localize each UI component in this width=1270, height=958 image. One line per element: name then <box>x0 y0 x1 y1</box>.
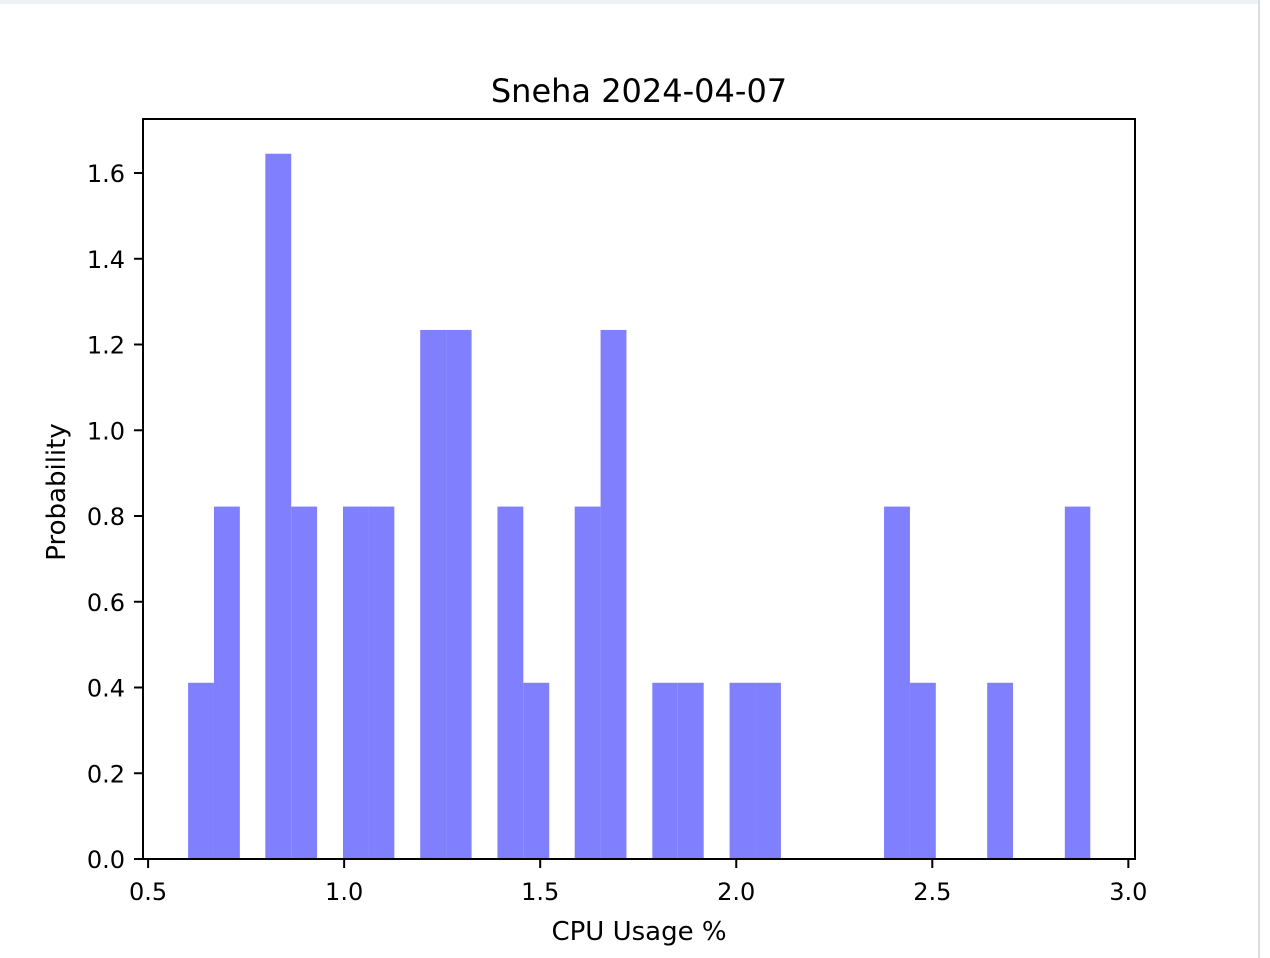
histogram-bar-15 <box>574 506 601 859</box>
histogram-bar-18 <box>652 682 678 859</box>
histogram-bar-28 <box>909 682 936 859</box>
x-tick-label-1: 1.0 <box>325 878 363 906</box>
histogram-bar-3 <box>265 153 292 860</box>
histogram-bar-12 <box>497 506 524 859</box>
x-tick-label-0: 0.5 <box>129 878 167 906</box>
chart-title: Sneha 2024-04-07 <box>491 72 787 110</box>
window-scrollbar-edge <box>1258 0 1270 958</box>
y-tick-label-7: 1.4 <box>87 246 125 274</box>
histogram-bar-21 <box>729 682 756 859</box>
y-tick-label-0: 0.0 <box>87 846 125 874</box>
y-tick-label-5: 1.0 <box>87 417 125 445</box>
histogram-bar-19 <box>677 682 704 859</box>
histogram-bar-1 <box>213 506 240 859</box>
histogram-bar-13 <box>523 682 550 859</box>
histogram-bar-27 <box>884 506 910 859</box>
histogram-bar-16 <box>600 329 627 859</box>
histogram-bar-4 <box>291 506 318 859</box>
x-tick-label-4: 2.5 <box>913 878 951 906</box>
histogram-bar-10 <box>446 329 472 859</box>
y-axis-ticks: 0.0 0.2 0.4 0.6 0.8 1.0 1.2 1.4 1.6 <box>87 160 143 874</box>
y-tick-label-8: 1.6 <box>87 160 125 188</box>
window-top-strip <box>0 0 1270 4</box>
histogram-bar-34 <box>1064 506 1091 859</box>
histogram-bar-0 <box>188 682 214 859</box>
y-tick-label-2: 0.4 <box>87 675 125 703</box>
y-tick-label-4: 0.8 <box>87 503 125 531</box>
histogram-bar-22 <box>755 682 781 859</box>
histogram-bar-9 <box>420 329 447 859</box>
x-axis-ticks: 0.5 1.0 1.5 2.0 2.5 3.0 <box>129 859 1147 906</box>
x-tick-label-3: 2.0 <box>717 878 755 906</box>
y-axis-label: Probability <box>42 423 72 560</box>
y-tick-label-3: 0.6 <box>87 589 125 617</box>
bars-group <box>188 153 1091 860</box>
histogram-bar-7 <box>368 506 395 859</box>
histogram-bar-6 <box>342 506 369 859</box>
histogram-bar-31 <box>987 682 1014 859</box>
x-tick-label-2: 1.5 <box>521 878 559 906</box>
x-axis-label: CPU Usage % <box>551 917 726 947</box>
plot-frame <box>142 118 1136 860</box>
x-tick-label-5: 3.0 <box>1109 878 1147 906</box>
y-tick-label-6: 1.2 <box>87 332 125 360</box>
y-tick-label-1: 0.2 <box>87 760 125 788</box>
